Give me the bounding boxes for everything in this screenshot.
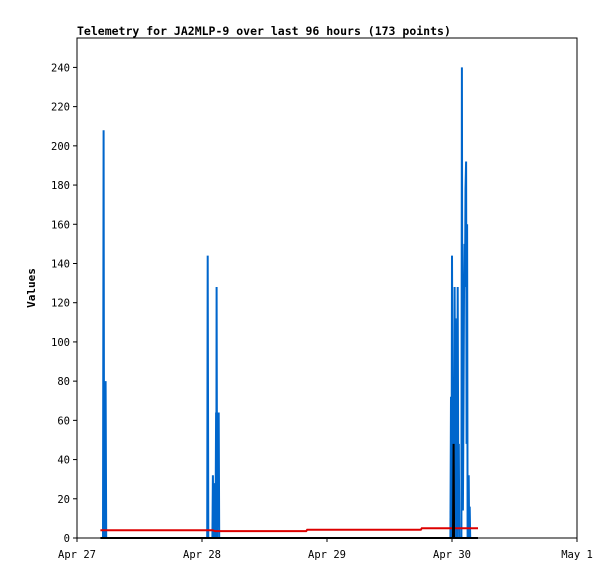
series-line-0 [102, 67, 472, 539]
y-tick-label: 140 [51, 258, 70, 270]
x-tick-label: Apr 28 [183, 549, 221, 561]
y-tick-label: 200 [51, 141, 70, 153]
x-tick-label: May 1 [561, 549, 593, 561]
x-axis-ticks: Apr 27 Apr 28 Apr 29 Apr 30 May 1 [58, 538, 593, 561]
x-tick-label: Apr 27 [58, 549, 96, 561]
x-tick-label: Apr 29 [308, 549, 346, 561]
y-tick-label: 80 [57, 376, 70, 388]
y-tick-label: 240 [51, 62, 70, 74]
y-tick-label: 40 [57, 455, 70, 467]
y-tick-label: 180 [51, 180, 70, 192]
y-tick-label: 0 [64, 533, 70, 545]
series-line-2 [100, 443, 478, 539]
y-tick-label: 60 [57, 415, 70, 427]
y-tick-label: 220 [51, 102, 70, 114]
plot-frame [76, 37, 578, 539]
series-line-1 [100, 527, 478, 533]
y-tick-label: 100 [51, 337, 70, 349]
y-tick-label: 20 [57, 494, 70, 506]
y-axis-label: Values [25, 268, 38, 308]
y-tick-label: 120 [51, 298, 70, 310]
x-tick-label: Apr 30 [433, 549, 471, 561]
y-axis-ticks: 0 20 40 60 80 100 120 140 160 180 200 220 240 [51, 62, 77, 545]
y-tick-label: 160 [51, 219, 70, 231]
chart-title: Telemetry for JA2MLP-9 over last 96 hour… [77, 24, 451, 38]
series-layer [100, 67, 478, 539]
